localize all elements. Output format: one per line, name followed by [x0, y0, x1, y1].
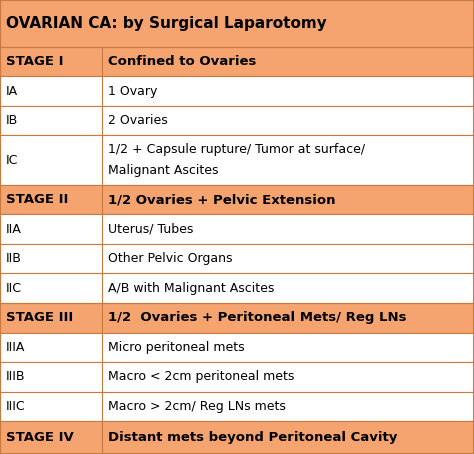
Text: 1/2 Ovaries + Pelvic Extension: 1/2 Ovaries + Pelvic Extension — [108, 193, 336, 206]
Text: Malignant Ascites: Malignant Ascites — [108, 164, 219, 178]
Bar — [0, 185, 474, 214]
Text: IIIC: IIIC — [6, 400, 26, 413]
Text: Distant mets beyond Peritoneal Cavity: Distant mets beyond Peritoneal Cavity — [108, 431, 397, 444]
Bar — [0, 421, 474, 454]
Bar — [0, 333, 474, 362]
Text: OVARIAN CA: by Surgical Laparotomy: OVARIAN CA: by Surgical Laparotomy — [6, 16, 327, 31]
Bar — [0, 214, 474, 244]
Text: IIB: IIB — [6, 252, 22, 265]
Bar — [0, 362, 474, 392]
Text: Uterus/ Tubes: Uterus/ Tubes — [108, 222, 193, 236]
Bar — [0, 135, 474, 185]
Text: IB: IB — [6, 114, 18, 127]
Text: IIA: IIA — [6, 222, 22, 236]
Bar — [0, 0, 474, 47]
Text: 1/2  Ovaries + Peritoneal Mets/ Reg LNs: 1/2 Ovaries + Peritoneal Mets/ Reg LNs — [108, 311, 407, 324]
Text: IIIB: IIIB — [6, 370, 26, 384]
Bar — [0, 273, 474, 303]
Text: Micro peritoneal mets: Micro peritoneal mets — [108, 341, 245, 354]
Bar — [0, 47, 474, 76]
Text: STAGE I: STAGE I — [6, 55, 64, 68]
Text: STAGE IV: STAGE IV — [6, 431, 74, 444]
Bar — [0, 392, 474, 421]
Text: 1/2 + Capsule rupture/ Tumor at surface/: 1/2 + Capsule rupture/ Tumor at surface/ — [108, 143, 365, 156]
Text: A/B with Malignant Ascites: A/B with Malignant Ascites — [108, 282, 274, 295]
Text: IIC: IIC — [6, 282, 22, 295]
Text: 2 Ovaries: 2 Ovaries — [108, 114, 168, 127]
Text: Macro > 2cm/ Reg LNs mets: Macro > 2cm/ Reg LNs mets — [108, 400, 286, 413]
Text: Other Pelvic Organs: Other Pelvic Organs — [108, 252, 233, 265]
Bar — [0, 76, 474, 106]
Text: IIIA: IIIA — [6, 341, 26, 354]
Bar — [0, 303, 474, 333]
Text: IC: IC — [6, 153, 18, 167]
Bar — [0, 244, 474, 273]
Text: Confined to Ovaries: Confined to Ovaries — [108, 55, 256, 68]
Text: STAGE III: STAGE III — [6, 311, 73, 324]
Text: Macro < 2cm peritoneal mets: Macro < 2cm peritoneal mets — [108, 370, 294, 384]
Bar — [0, 106, 474, 135]
Text: 1 Ovary: 1 Ovary — [108, 84, 157, 98]
Text: STAGE II: STAGE II — [6, 193, 69, 206]
Text: IA: IA — [6, 84, 18, 98]
